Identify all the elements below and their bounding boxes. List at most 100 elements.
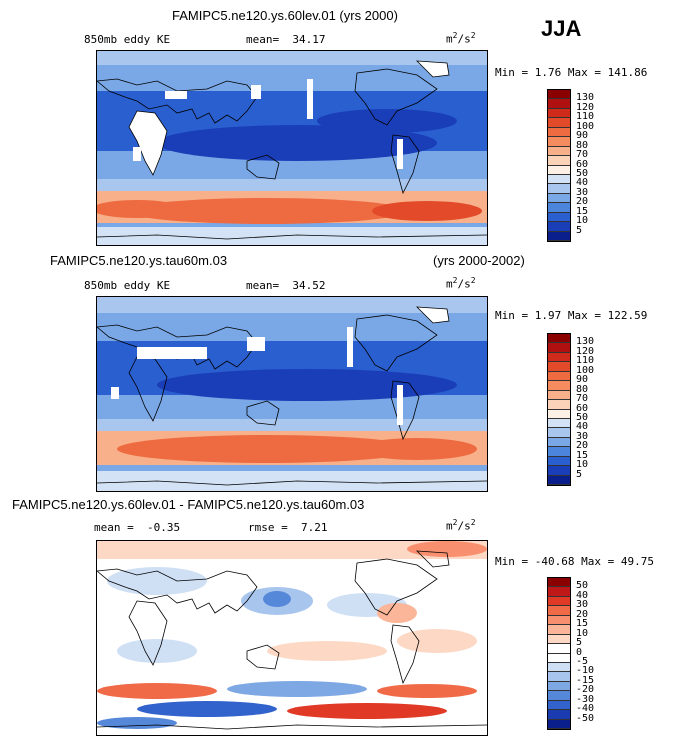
colorbar-tick-label: 110 (576, 111, 595, 123)
colorbar-tick-label: 130 (576, 336, 595, 348)
colorbar-segment (548, 231, 570, 241)
colorbar-tick-label: 5 (576, 224, 583, 236)
colorbar-tick-label: 40 (576, 589, 589, 601)
colorbar-tick-label: 30 (576, 186, 589, 198)
panel1-map-svg (97, 51, 487, 245)
colorbar-segment (548, 90, 570, 100)
colorbar-segment (548, 99, 570, 109)
panel3-mean-value: -0.35 (147, 521, 181, 534)
panel2-subtitle: (yrs 2000-2002) (433, 253, 525, 268)
colorbar-segment (548, 606, 570, 616)
colorbar-segment (548, 700, 570, 711)
colorbar-segment (548, 146, 570, 157)
panel1-title: FAMIPC5.ne120.ys.60lev.01 (yrs 2000) (172, 8, 398, 23)
colorbar-tick-label: -10 (576, 665, 595, 677)
panel3-map (96, 540, 488, 736)
colorbar-segment (548, 343, 570, 353)
panel1-colorbar-ticks: 130 120 110 100 90 80 70 60 50 40 30 20 15 10 5 (576, 89, 616, 240)
colorbar-segment (548, 137, 570, 147)
panel2-field-label: 850mb eddy KE (84, 279, 171, 292)
colorbar-tick-label: -15 (576, 674, 595, 686)
colorbar-tick-label: 5 (576, 468, 583, 480)
colorbar-segment (548, 193, 570, 204)
colorbar-segment (548, 662, 570, 673)
colorbar-segment (548, 352, 570, 363)
colorbar-segment (548, 390, 570, 401)
colorbar-tick-label: 130 (576, 92, 595, 104)
colorbar-tick-label: 90 (576, 374, 589, 386)
panel3-units: m2/s2 (446, 518, 476, 533)
colorbar-segment (548, 184, 570, 194)
colorbar-tick-label: 50 (576, 411, 589, 423)
colorbar-segment (548, 475, 570, 485)
colorbar-tick-label: 120 (576, 345, 595, 357)
panel2-title: FAMIPC5.ne120.ys.tau60m.03 (50, 253, 228, 268)
colorbar-tick-label: 15 (576, 205, 589, 217)
colorbar-tick-label: 50 (576, 167, 589, 179)
colorbar-segment (548, 118, 570, 128)
colorbar-tick-label: 30 (576, 599, 589, 611)
panel3-mean-label: mean = -0.35 (94, 521, 181, 534)
colorbar-segment (548, 409, 570, 419)
colorbar-segment (548, 400, 570, 410)
panel3-colorbar-ticks: 50 40 30 20 15 10 5 0 -5 -10 -15 -20 -30 -40 -50 (576, 577, 616, 728)
colorbar-segment (548, 644, 570, 654)
colorbar-tick-label: 40 (576, 177, 589, 189)
colorbar-tick-label: -20 (576, 684, 595, 696)
colorbar-segment (548, 212, 570, 223)
colorbar-segment (548, 719, 570, 729)
panel1-colorbar (547, 89, 571, 242)
colorbar-tick-label: -50 (576, 712, 595, 724)
panel1-mean-value: 34.17 (292, 33, 326, 46)
colorbar-tick-label: 10 (576, 215, 589, 227)
colorbar-segment (548, 174, 570, 185)
colorbar-segment (548, 362, 570, 372)
colorbar-tick-label: 70 (576, 393, 589, 405)
colorbar-tick-label: 80 (576, 383, 589, 395)
panel3-colorbar (547, 577, 571, 730)
colorbar-segment (548, 437, 570, 448)
colorbar-segment (548, 691, 570, 701)
colorbar-segment (548, 222, 570, 232)
colorbar-segment (548, 596, 570, 607)
colorbar-tick-label: -40 (576, 703, 595, 715)
panel3-rmse-label: rmse = 7.21 (248, 521, 328, 534)
panel1-units: m2/s2 (446, 31, 476, 46)
panel3-title: FAMIPC5.ne120.ys.60lev.01 - FAMIPC5.ne12… (12, 497, 365, 512)
panel2-mean-label: mean= 34.52 (246, 279, 326, 292)
panel3-map-svg (97, 541, 487, 735)
colorbar-segment (548, 615, 570, 626)
colorbar-segment (548, 108, 570, 119)
colorbar-segment (548, 334, 570, 344)
colorbar-segment (548, 371, 570, 382)
colorbar-tick-label: 5 (576, 637, 583, 649)
colorbar-tick-label: 0 (576, 646, 583, 658)
colorbar-tick-label: 110 (576, 355, 595, 367)
colorbar-tick-label: 10 (576, 627, 589, 639)
colorbar-segment (548, 466, 570, 476)
colorbar-segment (548, 203, 570, 213)
panel2-units: m2/s2 (446, 276, 476, 291)
colorbar-tick-label: 50 (576, 580, 589, 592)
colorbar-segment (548, 634, 570, 645)
colorbar-tick-label: 100 (576, 120, 595, 132)
colorbar-tick-label: 80 (576, 139, 589, 151)
colorbar-tick-label: 90 (576, 130, 589, 142)
panel2-mean-value: 34.52 (292, 279, 326, 292)
colorbar-segment (548, 672, 570, 682)
colorbar-segment (548, 653, 570, 663)
colorbar-tick-label: 20 (576, 440, 589, 452)
colorbar-segment (548, 578, 570, 588)
colorbar-segment (548, 428, 570, 438)
colorbar-segment (548, 456, 570, 467)
panel1-field-label: 850mb eddy KE (84, 33, 171, 46)
colorbar-tick-label: 100 (576, 364, 595, 376)
colorbar-tick-label: 120 (576, 101, 595, 113)
colorbar-segment (548, 587, 570, 597)
colorbar-segment (548, 681, 570, 692)
colorbar-tick-label: 20 (576, 196, 589, 208)
season-label: JJA (541, 16, 582, 41)
panel2-map (96, 296, 488, 492)
colorbar-tick-label: 15 (576, 618, 589, 630)
panel3-min-max: Min = -40.68 Max = 49.75 (495, 555, 654, 568)
